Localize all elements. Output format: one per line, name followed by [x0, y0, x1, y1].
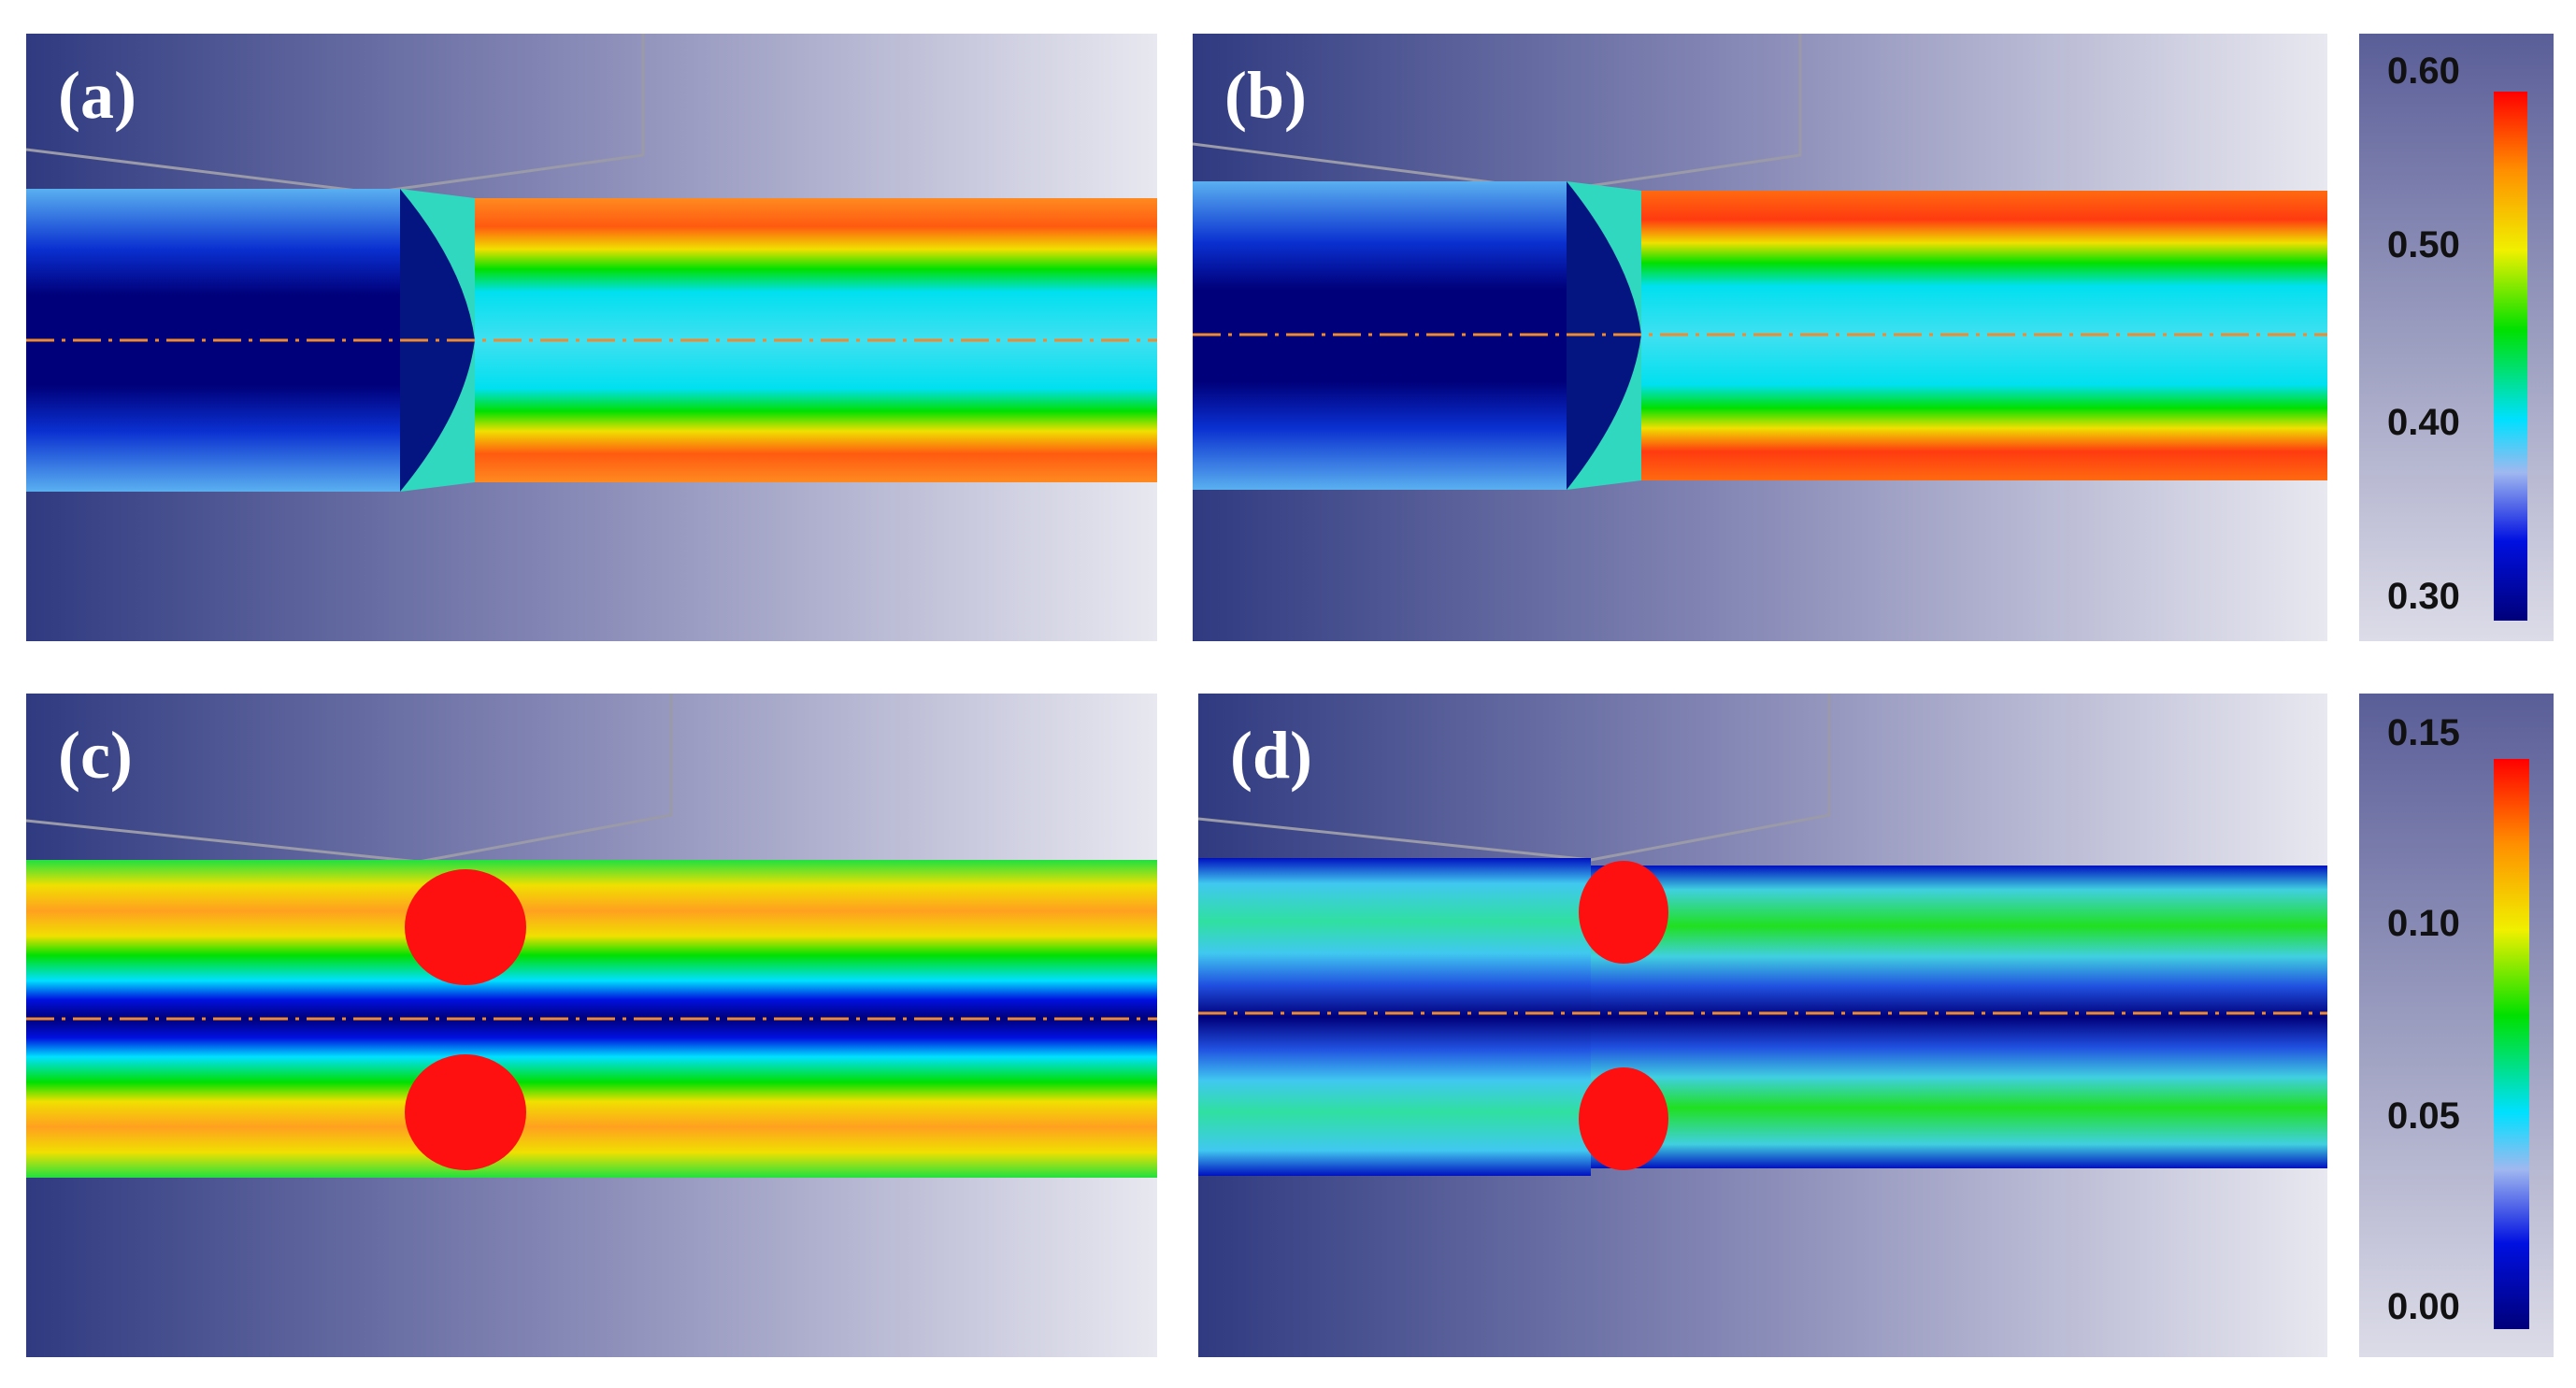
panel-d-plot — [1198, 694, 2327, 1357]
colorbar-bottom-tick: 0.05 — [2387, 1095, 2460, 1137]
colorbar-bottom: 0.15 0.10 0.05 0.00 — [2359, 694, 2554, 1357]
panel-d-label: (d) — [1230, 718, 1312, 793]
panel-a-plot — [26, 34, 1157, 641]
colorbar-bottom-tick: 0.00 — [2387, 1286, 2460, 1327]
colorbar-top-tick: 0.30 — [2387, 576, 2460, 617]
panel-b: (b) — [1193, 34, 2327, 641]
panel-b-plot — [1193, 34, 2327, 641]
colorbar-top-plot — [2359, 34, 2554, 641]
colorbar-top: 0.60 0.50 0.40 0.30 — [2359, 34, 2554, 641]
colorbar-top-tick: 0.50 — [2387, 224, 2460, 265]
panel-c-label: (c) — [58, 718, 133, 793]
colorbar-bottom-tick: 0.15 — [2387, 712, 2460, 753]
colorbar-bottom-tick: 0.10 — [2387, 903, 2460, 944]
panel-c: (c) — [26, 694, 1157, 1357]
colorbar-bottom-plot — [2359, 694, 2554, 1357]
panel-a: (a) — [26, 34, 1157, 641]
panel-d: (d) — [1198, 694, 2327, 1357]
colorbar-top-tick: 0.60 — [2387, 50, 2460, 92]
panel-c-plot — [26, 694, 1157, 1357]
panel-a-label: (a) — [58, 58, 136, 133]
panel-b-label: (b) — [1224, 58, 1307, 133]
colorbar-top-tick: 0.40 — [2387, 402, 2460, 443]
